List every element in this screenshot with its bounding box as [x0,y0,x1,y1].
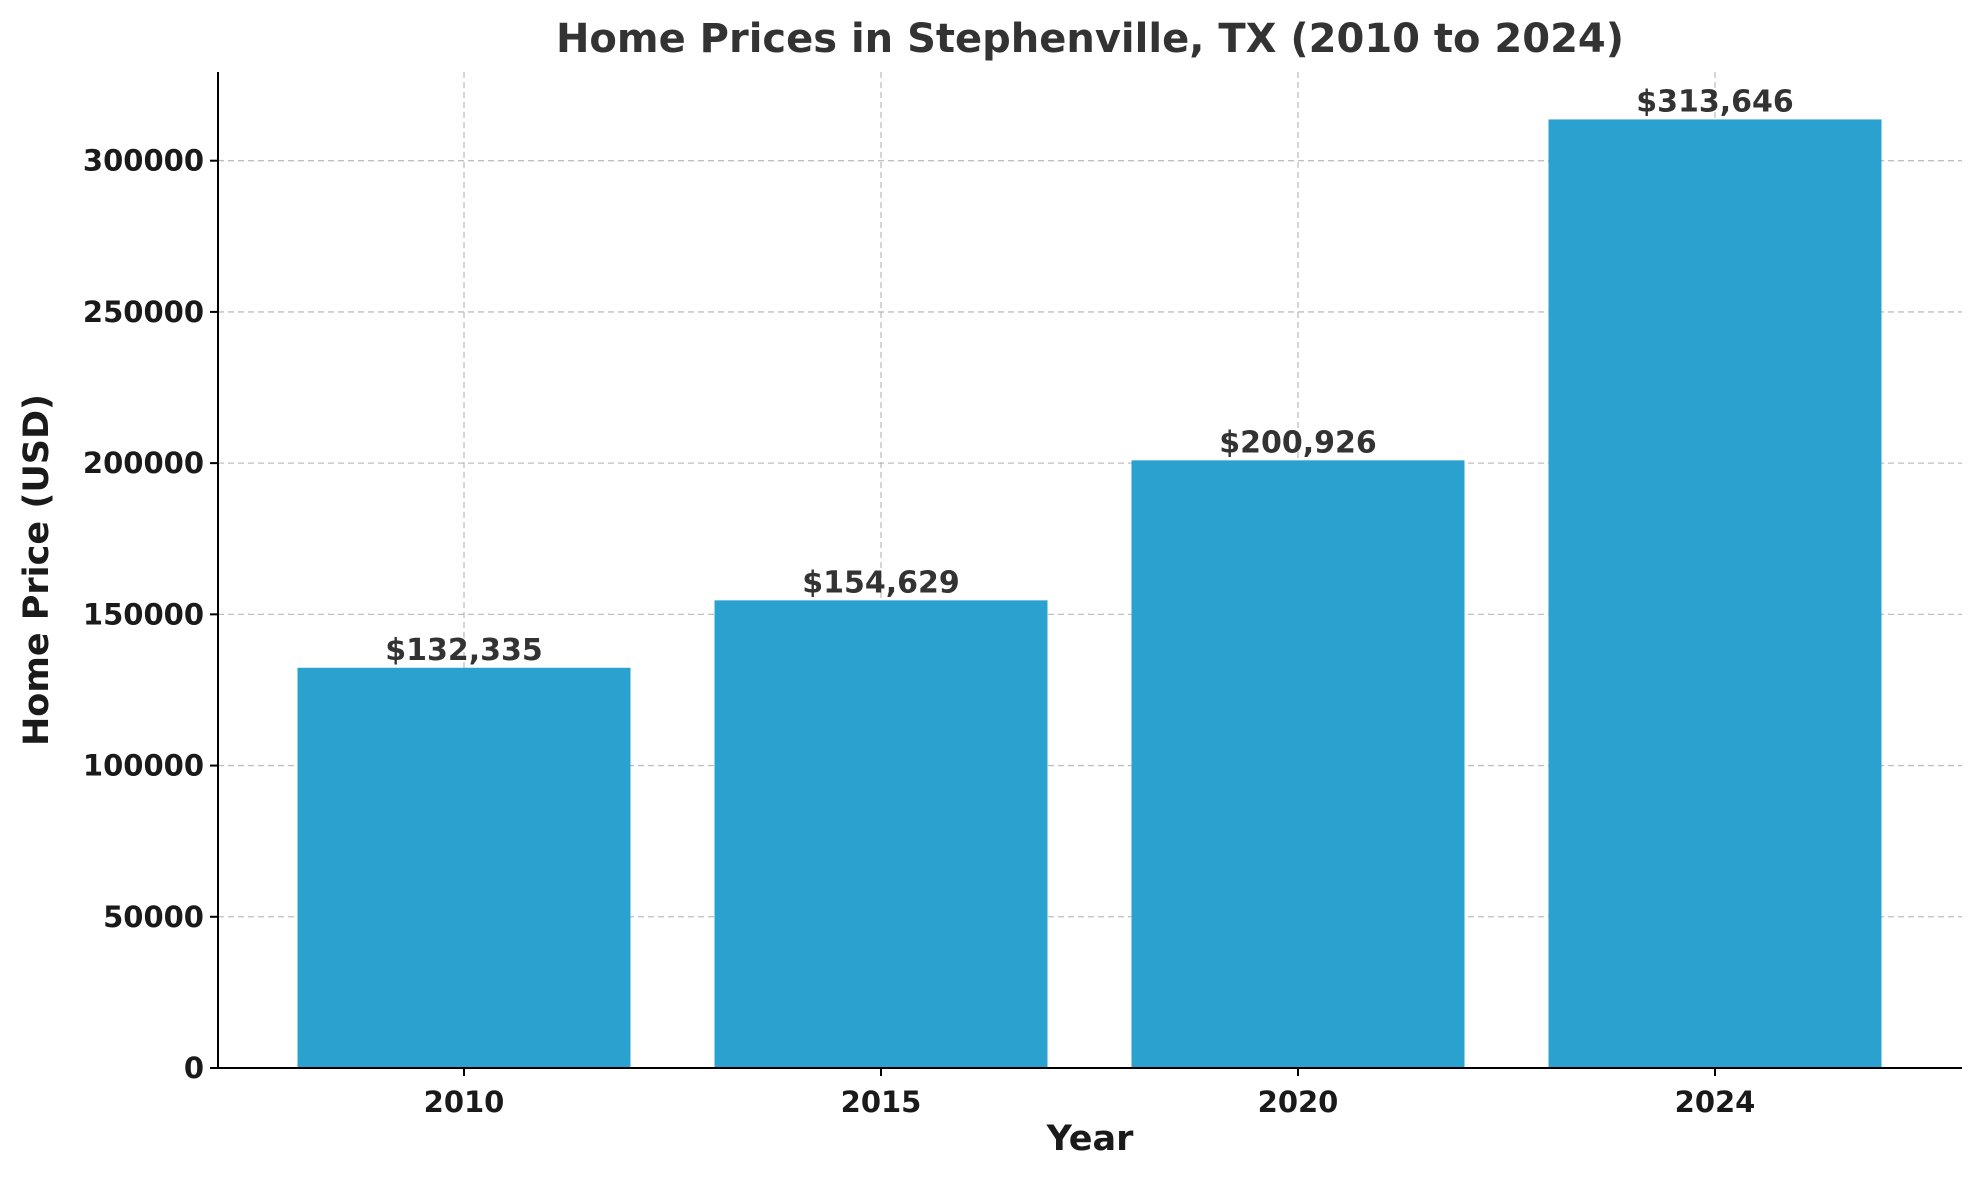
y-tick-label: 150000 [83,597,204,631]
y-tick-label: 0 [184,1051,204,1085]
bar-2020 [1131,460,1465,1068]
bar-2024 [1548,119,1882,1068]
x-ticks-layer: 2010 2015 2020 2024 [424,1068,1756,1119]
bar-2010 [297,667,631,1068]
x-axis-label: Year [1046,1119,1134,1159]
data-label-2010: $132,335 [385,633,543,668]
y-tick-label: 250000 [83,295,204,329]
x-tick-label-2010: 2010 [424,1085,505,1119]
data-labels-layer: $132,335 $154,629 $200,926 $313,646 [385,84,1794,667]
data-label-2015: $154,629 [802,565,960,600]
bar-2015 [714,600,1048,1068]
y-axis-label: Home Price (USD) [17,394,57,746]
data-label-2020: $200,926 [1219,425,1377,460]
y-tick-label: 100000 [83,749,204,783]
bars-layer [297,119,1882,1068]
y-tick-label: 50000 [103,900,204,934]
y-ticks-layer: 0 50000 100000 150000 200000 250000 300000 [83,144,218,1085]
chart-title: Home Prices in Stephenville, TX (2010 to… [556,16,1624,62]
y-tick-label: 200000 [83,446,204,480]
x-tick-label-2015: 2015 [841,1085,922,1119]
x-tick-label-2024: 2024 [1675,1085,1756,1119]
y-tick-label: 300000 [83,144,204,178]
x-tick-label-2020: 2020 [1258,1085,1339,1119]
data-label-2024: $313,646 [1636,84,1794,119]
